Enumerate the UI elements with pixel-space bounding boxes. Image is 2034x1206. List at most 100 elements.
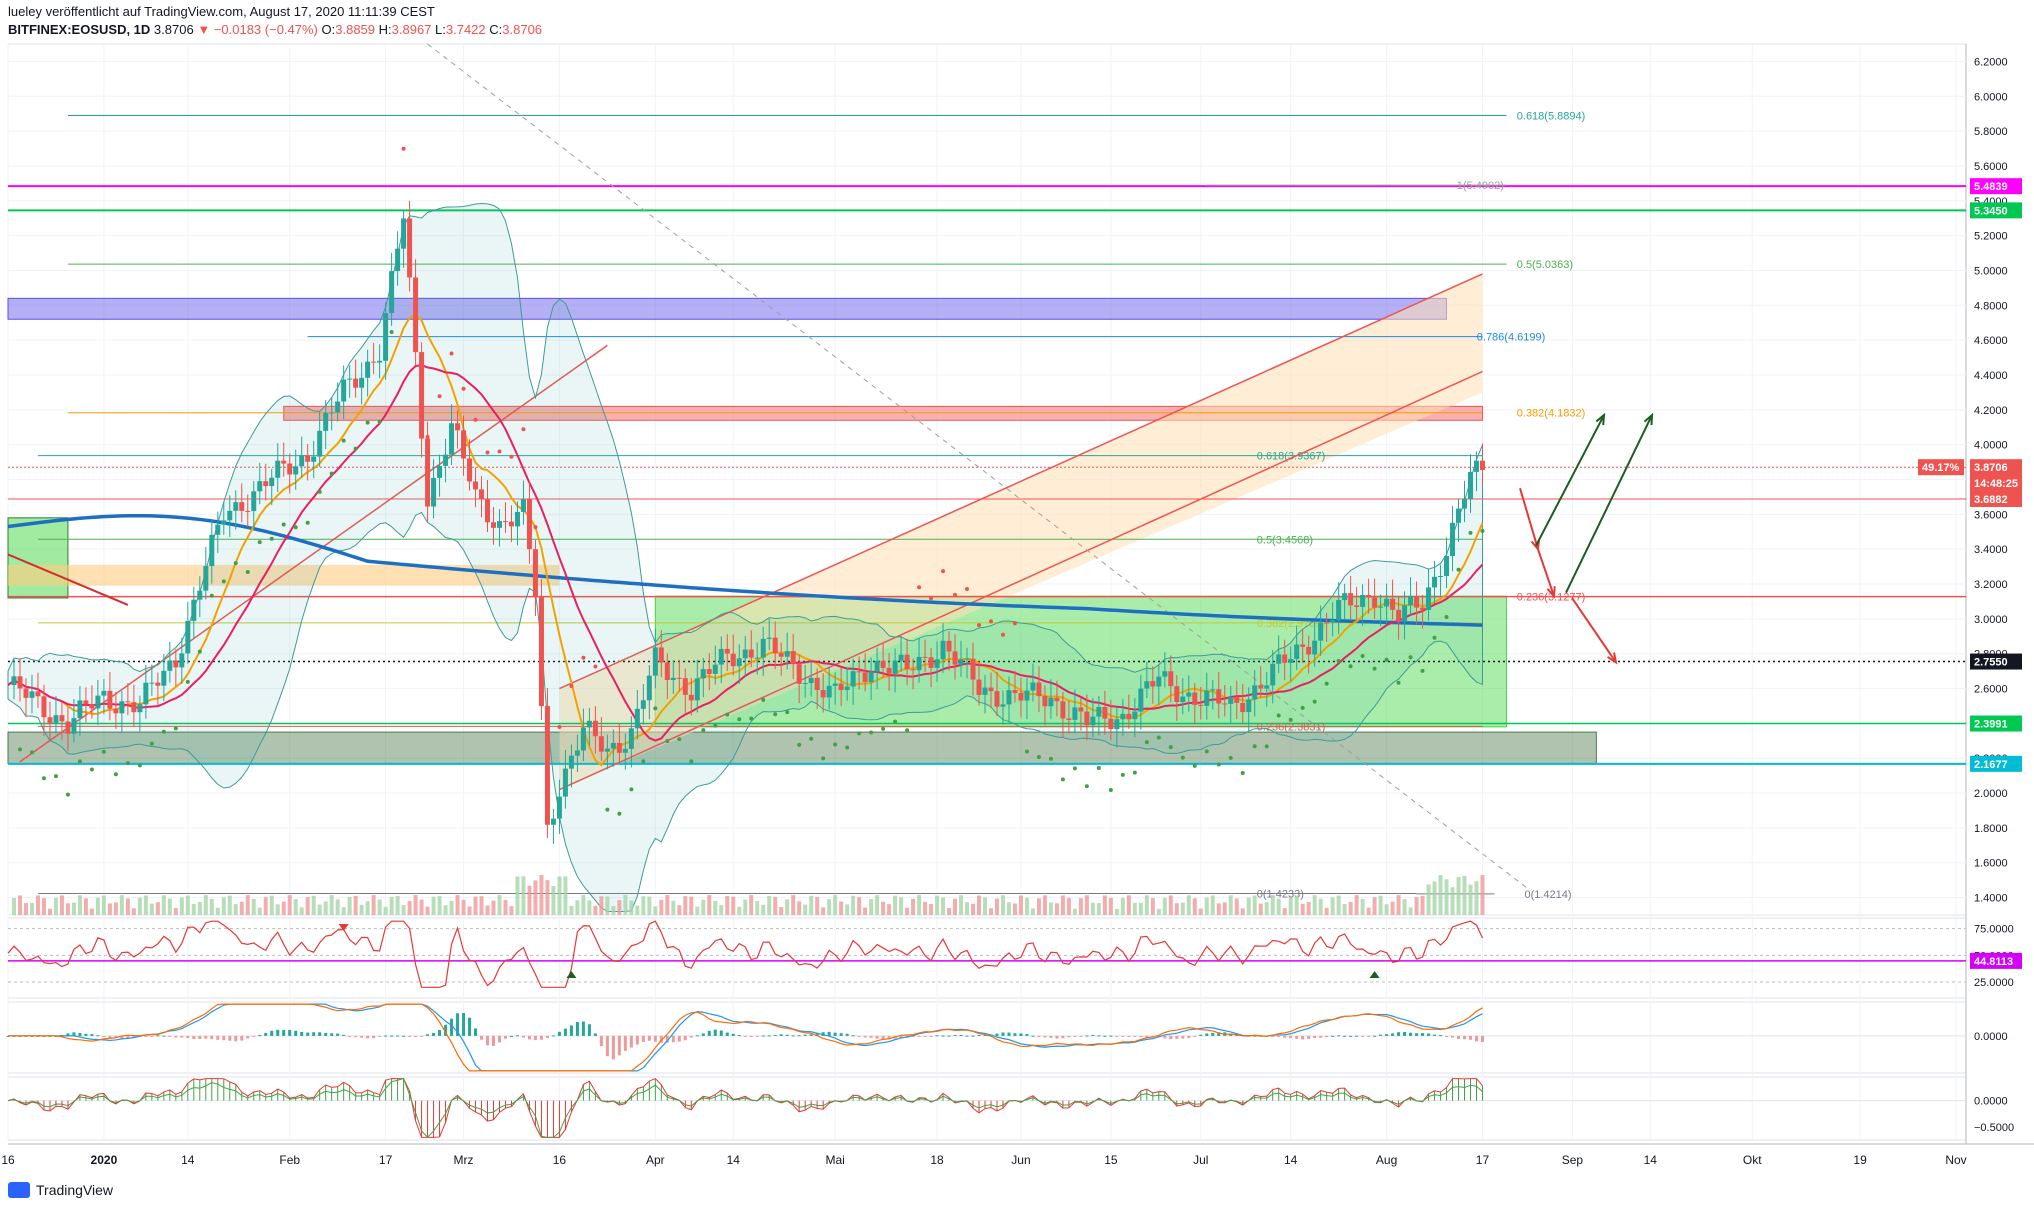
candle-body [233, 502, 239, 511]
price-badge-label: 2.7550 [1974, 657, 2008, 669]
candle-body [371, 361, 377, 363]
candle-body [1126, 713, 1132, 720]
sar-dot [593, 664, 598, 669]
macd-histogram-bar [875, 1035, 879, 1039]
volume-bar [1444, 879, 1449, 915]
macd-histogram-bar [623, 1035, 627, 1051]
candle-body [215, 524, 221, 535]
arrow-up-1 [1535, 414, 1605, 547]
volume-bar [1240, 908, 1245, 915]
candle-body [1156, 676, 1162, 687]
volume-bar [497, 895, 502, 915]
macd-histogram-bar [306, 1032, 310, 1036]
sar-dot [413, 280, 418, 285]
macd-histogram-bar [521, 1035, 525, 1038]
candle-body [491, 522, 497, 528]
volume-bar [1204, 897, 1209, 915]
macd-histogram-bar [102, 1035, 106, 1038]
volume-bar [761, 904, 766, 915]
candle-body [610, 742, 616, 749]
volume-bar [317, 904, 322, 915]
candle-body [1467, 471, 1473, 499]
macd-histogram-bar [671, 1035, 675, 1043]
volume-bar [437, 896, 442, 915]
osc-line [7, 1077, 1483, 1138]
arrow-down-1 [1519, 487, 1539, 550]
macd-histogram-bar [683, 1035, 687, 1041]
osc-tick-label: 0.0000 [1974, 1096, 2008, 1108]
volume-bar [83, 898, 88, 915]
sar-dot [1156, 735, 1161, 740]
volume-bar [539, 875, 544, 915]
candle-body [155, 682, 161, 686]
macd-histogram-bar [180, 1035, 184, 1038]
candle-body [886, 667, 892, 674]
volume-bar [1198, 908, 1203, 915]
volume-bar [863, 907, 868, 915]
volume-bar [971, 903, 976, 915]
candle-body [341, 379, 347, 402]
candle-body [670, 677, 676, 680]
candle-body [83, 700, 89, 705]
arrow-down-3-head [1607, 652, 1618, 665]
fib-level-label: 0.618(3.9367) [1257, 451, 1326, 463]
volume-bar [815, 897, 820, 915]
time-tick-label: Nov [1945, 1153, 1966, 1167]
macd-histogram-bar [456, 1013, 460, 1036]
sar-dot [161, 729, 166, 734]
tradingview-logo: TradingView [8, 1182, 113, 1198]
macd-histogram-bar [360, 1035, 364, 1038]
candle-body [874, 660, 880, 672]
volume-bar [509, 906, 514, 915]
macd-histogram-bar [1031, 1035, 1035, 1037]
candle-body [101, 690, 107, 696]
sar-dot [1456, 567, 1461, 572]
price-tick-label: 5.6000 [1974, 161, 2008, 173]
volume-bar [1234, 898, 1239, 915]
macd-histogram-bar [1115, 1035, 1119, 1037]
time-tick-label: Jul [1193, 1153, 1208, 1167]
candle-body [1072, 707, 1078, 720]
candle-body [1048, 697, 1054, 707]
volume-bar [695, 906, 700, 915]
macd-histogram-bar [324, 1032, 328, 1036]
candle-body [239, 502, 245, 511]
macd-histogram-bar [270, 1030, 274, 1036]
volume-bar [1216, 903, 1221, 915]
macd-histogram-bar [815, 1033, 819, 1036]
macd-histogram-bar [1175, 1035, 1179, 1039]
volume-bar [59, 895, 64, 915]
macd-histogram-bar [1439, 1035, 1443, 1037]
macd-histogram-bar [432, 1032, 436, 1036]
macd-histogram-bar [707, 1030, 711, 1036]
candle-body [622, 748, 628, 753]
channel-lower-line [559, 370, 1483, 791]
macd-histogram-bar [743, 1035, 747, 1037]
macd-histogram-bar [947, 1035, 951, 1037]
volume-bar [383, 906, 388, 915]
volume-bar [1450, 887, 1455, 915]
candle-body [335, 401, 341, 413]
candle-body [676, 677, 682, 679]
volume-bar [965, 902, 970, 915]
volume-bar [569, 905, 574, 915]
diagonal-dashed-line [427, 43, 1531, 892]
candle-body [1000, 704, 1006, 707]
time-tick-label: 16 [553, 1153, 567, 1167]
macd-histogram-bar [1163, 1035, 1167, 1039]
sar-dot [1444, 615, 1449, 620]
volume-bar [599, 896, 604, 915]
sar-dot [473, 417, 478, 422]
sar-dot [377, 419, 382, 424]
macd-histogram-bar [390, 1035, 394, 1037]
trendline-red-short [7, 553, 129, 606]
macd-histogram-bar [1043, 1035, 1047, 1038]
volume-bar [1462, 875, 1467, 915]
sar-dot [65, 792, 70, 797]
price-badge-label: 2.1677 [1974, 759, 2008, 771]
sar-dot [977, 623, 982, 628]
macd-histogram-bar [773, 1034, 777, 1036]
price-tick-label: 1.6000 [1974, 858, 2008, 870]
sar-dot [845, 745, 850, 750]
